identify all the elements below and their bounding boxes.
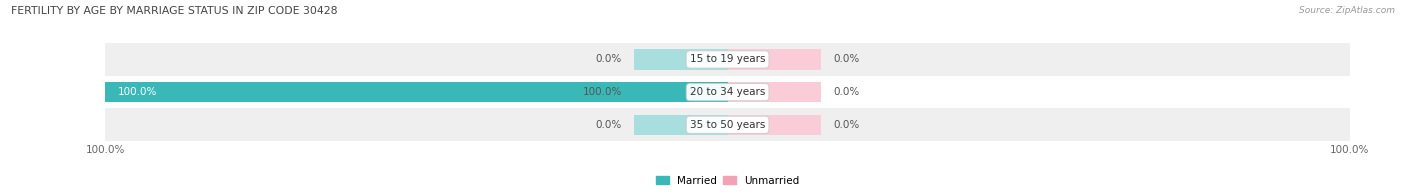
Text: 0.0%: 0.0% (834, 54, 859, 64)
Bar (634, 82, 728, 102)
Legend: Married, Unmarried: Married, Unmarried (652, 172, 803, 190)
Bar (105, 108, 1350, 141)
Bar (634, 49, 728, 70)
Bar (728, 82, 821, 102)
Text: 100.0%: 100.0% (118, 87, 157, 97)
Bar (728, 115, 821, 135)
Bar (728, 49, 821, 70)
Text: 15 to 19 years: 15 to 19 years (690, 54, 765, 64)
Text: 0.0%: 0.0% (834, 120, 859, 130)
Bar (634, 115, 728, 135)
Bar (105, 43, 1350, 76)
Text: 100.0%: 100.0% (582, 87, 621, 97)
Text: 20 to 34 years: 20 to 34 years (690, 87, 765, 97)
Bar (105, 82, 728, 102)
Text: 35 to 50 years: 35 to 50 years (690, 120, 765, 130)
Text: 0.0%: 0.0% (596, 120, 621, 130)
Bar (105, 76, 1350, 108)
Text: FERTILITY BY AGE BY MARRIAGE STATUS IN ZIP CODE 30428: FERTILITY BY AGE BY MARRIAGE STATUS IN Z… (11, 6, 337, 16)
Text: 0.0%: 0.0% (834, 87, 859, 97)
Text: 0.0%: 0.0% (596, 54, 621, 64)
Text: Source: ZipAtlas.com: Source: ZipAtlas.com (1299, 6, 1395, 15)
